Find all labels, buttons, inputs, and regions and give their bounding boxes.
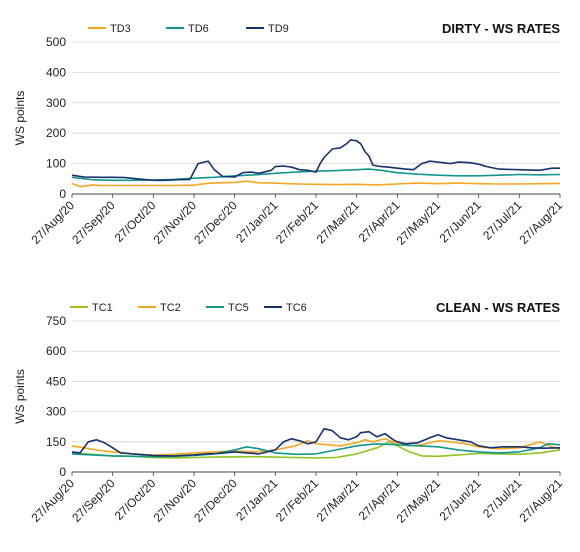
chart-title: DIRTY - WS RATES: [442, 21, 560, 36]
y-tick-label: 100: [46, 157, 66, 171]
x-tick-label: 27/Feb/21: [273, 476, 321, 524]
x-tick-label: 27/Nov/20: [151, 198, 200, 247]
y-tick-label: 0: [59, 187, 66, 201]
x-tick-label: 27/Sep/20: [69, 198, 118, 247]
series-line-td9: [71, 139, 560, 182]
chart-2: 015030045060075027/Aug/2027/Sep/2027/Oct…: [13, 300, 565, 526]
series-line-tc5: [71, 442, 561, 458]
y-tick-label: 750: [46, 314, 66, 328]
x-tick-label: 27/Nov/20: [151, 476, 200, 525]
y-tick-label: 600: [46, 344, 66, 358]
y-axis-label: WS points: [13, 91, 27, 146]
y-tick-label: 300: [46, 405, 66, 419]
series-line-tc1: [71, 440, 561, 459]
y-tick-label: 300: [46, 96, 66, 110]
x-tick-label: 27/Aug/21: [517, 198, 566, 247]
x-tick-label: 27/Aug/20: [29, 198, 78, 247]
legend-label-td3: TD3: [110, 23, 131, 35]
x-tick-label: 27/Aug/20: [29, 476, 78, 525]
chart-1: 010020030040050027/Aug/2027/Sep/2027/Oct…: [13, 21, 565, 248]
x-tick-label: 27/Feb/21: [273, 198, 321, 246]
legend-label-tc5: TC5: [228, 302, 249, 314]
chart-title: CLEAN - WS RATES: [436, 300, 560, 315]
x-tick-label: 27/Mar/21: [314, 476, 362, 524]
x-tick-label: 27/Jun/21: [437, 476, 484, 523]
x-tick-label: 27/Jun/21: [437, 198, 484, 245]
x-tick-label: 27/May/21: [394, 476, 444, 526]
x-tick-label: 27/Aug/21: [517, 476, 566, 525]
series-line-tc2: [71, 437, 561, 456]
series-line-td3: [71, 180, 561, 188]
y-tick-label: 200: [46, 126, 66, 140]
y-tick-label: 150: [46, 435, 66, 449]
x-tick-label: 27/Dec/20: [191, 198, 240, 247]
x-tick-label: 27/Mar/21: [314, 198, 362, 246]
legend-label-td6: TD6: [188, 23, 209, 35]
y-tick-label: 450: [46, 374, 66, 388]
legend-label-tc6: TC6: [286, 302, 307, 314]
legend-label-tc1: TC1: [92, 302, 113, 314]
x-tick-label: 27/May/21: [394, 198, 444, 248]
series-line-tc6: [71, 427, 561, 457]
x-tick-label: 27/Sep/20: [69, 476, 118, 525]
y-tick-label: 500: [46, 35, 66, 49]
x-tick-label: 27/Dec/20: [191, 476, 240, 525]
legend-label-tc2: TC2: [160, 302, 181, 314]
y-tick-label: 0: [59, 465, 66, 479]
y-tick-label: 400: [46, 65, 66, 79]
y-axis-label: WS points: [13, 369, 27, 424]
legend-label-td9: TD9: [268, 23, 289, 35]
